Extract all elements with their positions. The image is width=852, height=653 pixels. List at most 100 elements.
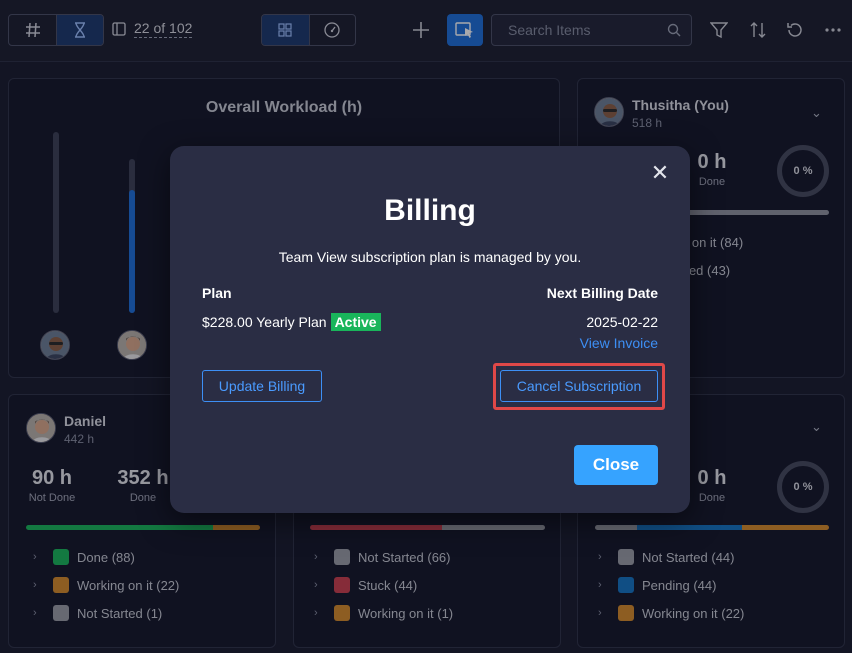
filter-icon: [710, 22, 728, 39]
progress-segment: [26, 525, 214, 530]
status-color-swatch: [334, 549, 350, 565]
right-bottom-status-list: › Not Started (44) › Pending (44) › Working o…: [598, 543, 744, 627]
thusitha-done-value: 0 h: [697, 151, 727, 173]
close-icon[interactable]: ✕: [650, 160, 670, 185]
status-color-swatch: [618, 605, 634, 621]
right-bottom-done-label: Done: [698, 492, 726, 504]
status-color-swatch: [53, 605, 69, 621]
status-row[interactable]: › Done (88): [33, 543, 179, 571]
hash-icon: [25, 22, 40, 38]
status-row[interactable]: › Working on it (22): [33, 571, 179, 599]
status-row[interactable]: › Not Started (44): [598, 543, 744, 571]
daniel-hours: 442 h: [64, 432, 95, 446]
daniel-done-label: Done: [129, 492, 157, 504]
status-color-swatch: [53, 577, 69, 593]
more-button[interactable]: [820, 16, 846, 44]
thusitha-expand-chevron-icon[interactable]: ⌄: [811, 105, 822, 120]
search-placeholder: Search Items: [508, 22, 591, 38]
avatar-thusitha[interactable]: [40, 330, 70, 360]
right-bottom-expand-chevron-icon[interactable]: ⌄: [811, 419, 822, 434]
status-color-swatch: [618, 549, 634, 565]
middle-status-list: › Not Started (66) › Stuck (44) › Working on …: [314, 543, 453, 627]
thusitha-name: Thusitha (You): [632, 97, 729, 113]
daniel-done-value: 352 h: [117, 467, 169, 489]
billing-modal: ✕ Billing Team View subscription plan is…: [170, 146, 690, 513]
item-counter[interactable]: 22 of 102: [112, 20, 193, 38]
chevron-right-icon: ›: [598, 579, 602, 591]
refresh-icon: [787, 23, 802, 37]
filter-button[interactable]: [706, 16, 732, 44]
chevron-right-icon: ›: [314, 607, 318, 619]
plan-price: $228.00 Yearly Plan: [202, 314, 327, 330]
status-row[interactable]: › Not Started (66): [314, 543, 453, 571]
avatar-daniel[interactable]: [117, 330, 147, 360]
cursor-select-icon: [455, 22, 473, 38]
refresh-button[interactable]: [782, 16, 808, 44]
workload-bar-1: [53, 132, 59, 313]
grid-view-button[interactable]: [262, 15, 309, 45]
cancel-subscription-button[interactable]: Cancel Subscription: [500, 370, 658, 402]
thusitha-status-partial-1[interactable]: g on it (84): [681, 234, 744, 250]
status-row[interactable]: › Not Started (1): [33, 599, 179, 627]
daniel-not-done-value: 90 h: [31, 467, 73, 489]
chevron-right-icon: ›: [33, 579, 37, 591]
right-bottom-done-stat: 0 h Done: [690, 467, 734, 504]
progress-segment: [441, 525, 545, 530]
status-row[interactable]: › Stuck (44): [314, 571, 453, 599]
highlight-box: [493, 363, 665, 410]
right-bottom-done-value: 0 h: [697, 467, 727, 489]
select-tool-button[interactable]: [447, 14, 483, 46]
right-bottom-card: ⌄ 0 h Done 0 % › Not Started (44) › Pending…: [577, 394, 845, 648]
status-row[interactable]: › Pending (44): [598, 571, 744, 599]
daniel-not-done-stat: 90 h Not Done: [21, 467, 83, 504]
search-icon: [667, 23, 681, 37]
hourglass-icon: [75, 22, 85, 38]
time-view-button[interactable]: [56, 15, 103, 45]
search-box[interactable]: Search Items: [491, 14, 692, 46]
daniel-done-stat: 352 h Done: [113, 467, 173, 504]
next-billing-value: 2025-02-22: [586, 314, 658, 330]
plus-icon: [413, 22, 429, 38]
daniel-progress-bar: [26, 525, 260, 530]
view-invoice-link[interactable]: View Invoice: [579, 335, 658, 351]
layout-toggle: [261, 14, 356, 46]
workload-title: Overall Workload (h): [205, 99, 363, 116]
daniel-name: Daniel: [64, 413, 107, 429]
progress-segment: [637, 525, 743, 530]
daniel-card: Daniel 442 h 90 h Not Done 352 h Done › D…: [8, 394, 276, 648]
next-billing-label: Next Billing Date: [546, 285, 658, 301]
add-button[interactable]: [408, 16, 434, 44]
thusitha-status-partial-2[interactable]: rted (43): [681, 262, 731, 278]
status-color-swatch: [618, 577, 634, 593]
plan-label: Plan: [202, 285, 232, 301]
workload-bar-2: [129, 159, 135, 313]
dashboard-view-button[interactable]: [308, 15, 356, 45]
sort-button[interactable]: [745, 16, 771, 44]
toolbar: 22 of 102 Search Items: [0, 0, 852, 62]
plan-value: $228.00 Yearly Plan Active: [202, 313, 381, 331]
daniel-header: Daniel 442 h: [26, 413, 106, 446]
thusitha-hours: 518 h: [632, 116, 663, 130]
right-bottom-progress-bar: [595, 525, 829, 530]
thusitha-done-label: Done: [698, 176, 726, 188]
number-view-button[interactable]: [9, 15, 56, 45]
status-row[interactable]: › Working on it (22): [598, 599, 744, 627]
more-dots-icon: [825, 28, 841, 32]
progress-segment: [655, 210, 829, 215]
chevron-right-icon: ›: [598, 607, 602, 619]
progress-segment: [213, 525, 260, 530]
progress-segment: [595, 525, 638, 530]
status-color-swatch: [334, 605, 350, 621]
modal-subtitle: Team View subscription plan is managed b…: [278, 249, 582, 265]
chevron-right-icon: ›: [314, 579, 318, 591]
daniel-status-list: › Done (88) › Working on it (22) › Not Starte…: [33, 543, 179, 627]
chevron-right-icon: ›: [314, 551, 318, 563]
chevron-right-icon: ›: [598, 551, 602, 563]
counter-text: 22 of 102: [134, 20, 193, 38]
progress-segment: [310, 525, 442, 530]
right-bottom-progress-donut: 0 %: [777, 461, 829, 513]
close-button[interactable]: Close: [574, 445, 658, 485]
status-row[interactable]: › Working on it (1): [314, 599, 453, 627]
update-billing-button[interactable]: Update Billing: [202, 370, 322, 402]
status-label: Not Started (44): [642, 549, 735, 565]
